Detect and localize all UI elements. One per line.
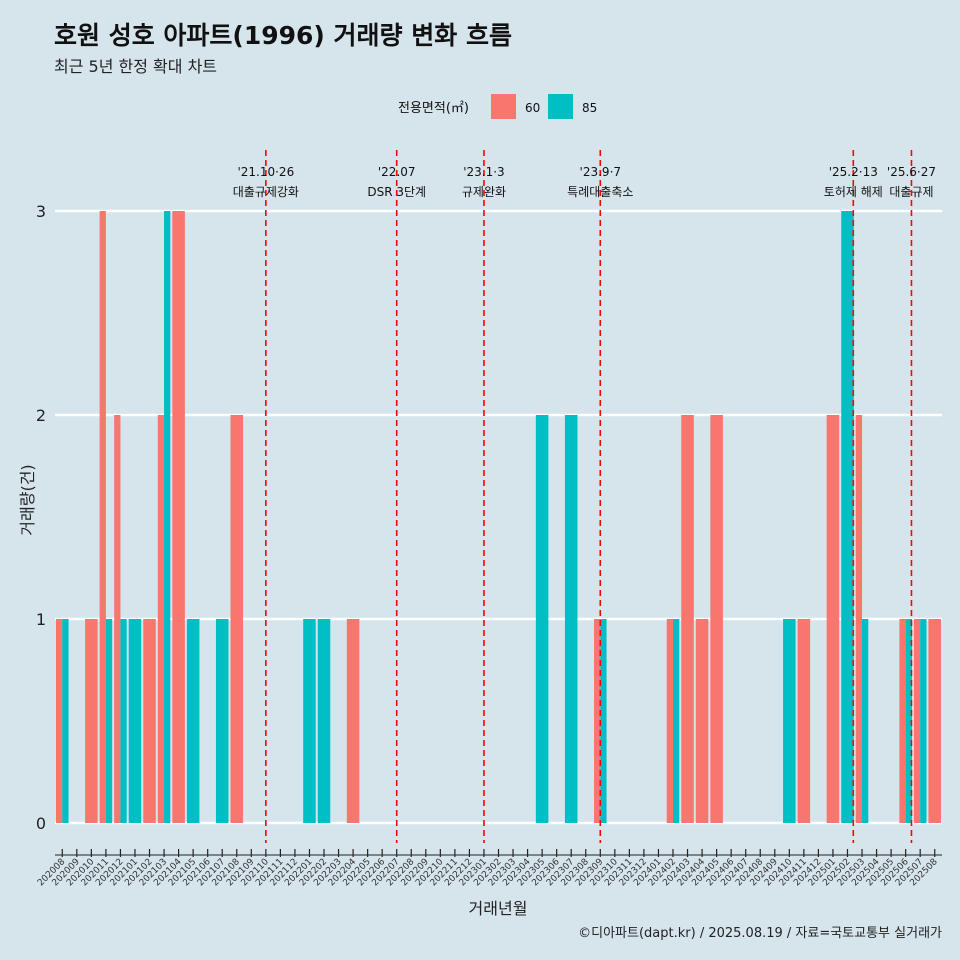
bar-85-202410 xyxy=(783,619,796,823)
event-label-date: '23.9·7 xyxy=(580,165,621,179)
bar-85-202506 xyxy=(905,619,912,823)
event-label-date: '21.10·26 xyxy=(237,165,294,179)
bar-60-202403 xyxy=(681,415,694,823)
bar-85-202507 xyxy=(920,619,927,823)
y-tick-label: 0 xyxy=(36,814,46,833)
y-tick-label: 3 xyxy=(36,202,46,221)
legend-swatch-85 xyxy=(548,94,573,119)
event-label-name: 특례대출축소 xyxy=(567,185,633,199)
bar-60-202405 xyxy=(710,415,723,823)
bar-85-202502 xyxy=(841,211,854,823)
bar-85-202305 xyxy=(535,415,549,823)
bar-60-202008 xyxy=(56,619,63,823)
bar-85-202201 xyxy=(303,619,316,823)
bar-85-202309 xyxy=(600,619,607,823)
bar-85-202107 xyxy=(215,619,229,823)
bar-60-202503 xyxy=(855,415,863,823)
legend: 전용면적(㎡) 60 85 xyxy=(398,94,597,119)
y-tick-label: 2 xyxy=(36,406,46,425)
bar-85-202202 xyxy=(317,619,331,823)
event-label-name: 대출규제강화 xyxy=(233,185,299,199)
bar-60-202506 xyxy=(899,619,906,823)
bar-85-202503 xyxy=(862,619,869,823)
event-label-name: 토허제 해제 xyxy=(824,185,883,199)
bar-85-202402 xyxy=(672,619,680,823)
bar-85-202103 xyxy=(164,211,171,823)
bar-60-202108 xyxy=(230,415,244,823)
bar-85-202012 xyxy=(120,619,127,823)
chart-subtitle: 최근 5년 한정 확대 차트 xyxy=(54,57,218,76)
bars xyxy=(56,211,941,823)
bar-60-202104 xyxy=(172,211,185,823)
bar-60-202507 xyxy=(913,619,921,823)
bar-60-202102 xyxy=(143,619,156,823)
bar-60-202404 xyxy=(695,619,709,823)
event-label-name: 대출규제 xyxy=(889,185,933,199)
bar-85-202101 xyxy=(128,619,142,823)
bar-60-202402 xyxy=(666,619,673,823)
legend-label-60: 60 xyxy=(525,101,540,115)
bar-60-202508 xyxy=(928,619,941,823)
bar-60-202012 xyxy=(114,415,121,823)
legend-title: 전용면적(㎡) xyxy=(398,101,469,116)
event-label-name: 규제완화 xyxy=(462,185,506,199)
bar-60-202010 xyxy=(85,619,98,823)
y-tick-label: 1 xyxy=(36,610,46,629)
chart-caption: ©디아파트(dapt.kr) / 2025.08.19 / 자료=국토교통부 실… xyxy=(578,926,942,941)
event-label-date: '23.1·3 xyxy=(463,165,504,179)
bar-60-202204 xyxy=(346,619,360,823)
bar-60-202309 xyxy=(594,619,601,823)
y-axis: 0 1 2 3 xyxy=(36,202,46,833)
x-axis-title: 거래년월 xyxy=(469,899,528,918)
bar-85-202307 xyxy=(564,415,578,823)
bar-60-202501 xyxy=(826,415,840,823)
event-label-name: DSR 3단계 xyxy=(367,185,426,199)
bar-85-202105 xyxy=(186,619,200,823)
bar-85-202008 xyxy=(62,619,69,823)
legend-label-85: 85 xyxy=(582,101,597,115)
bar-85-202011 xyxy=(105,619,113,823)
event-label-date: '22.07 xyxy=(378,165,416,179)
event-lines: '21.10·26 대출규제강화 '22.07 DSR 3단계 '23.1·3 규제완화 '… xyxy=(233,150,936,843)
legend-swatch-60 xyxy=(491,94,516,119)
event-label-date: '25.2·13 xyxy=(829,165,878,179)
bar-60-202411 xyxy=(797,619,811,823)
bar-60-202011 xyxy=(99,211,106,823)
event-label-date: '25.6·27 xyxy=(887,165,936,179)
x-axis: 2020082020092020102020112020122021012021… xyxy=(36,849,942,888)
y-axis-title: 거래량(건) xyxy=(18,464,37,535)
chart-title: 호원 성호 아파트(1996) 거래량 변화 흐름 xyxy=(54,21,512,50)
bar-60-202103 xyxy=(157,415,165,823)
